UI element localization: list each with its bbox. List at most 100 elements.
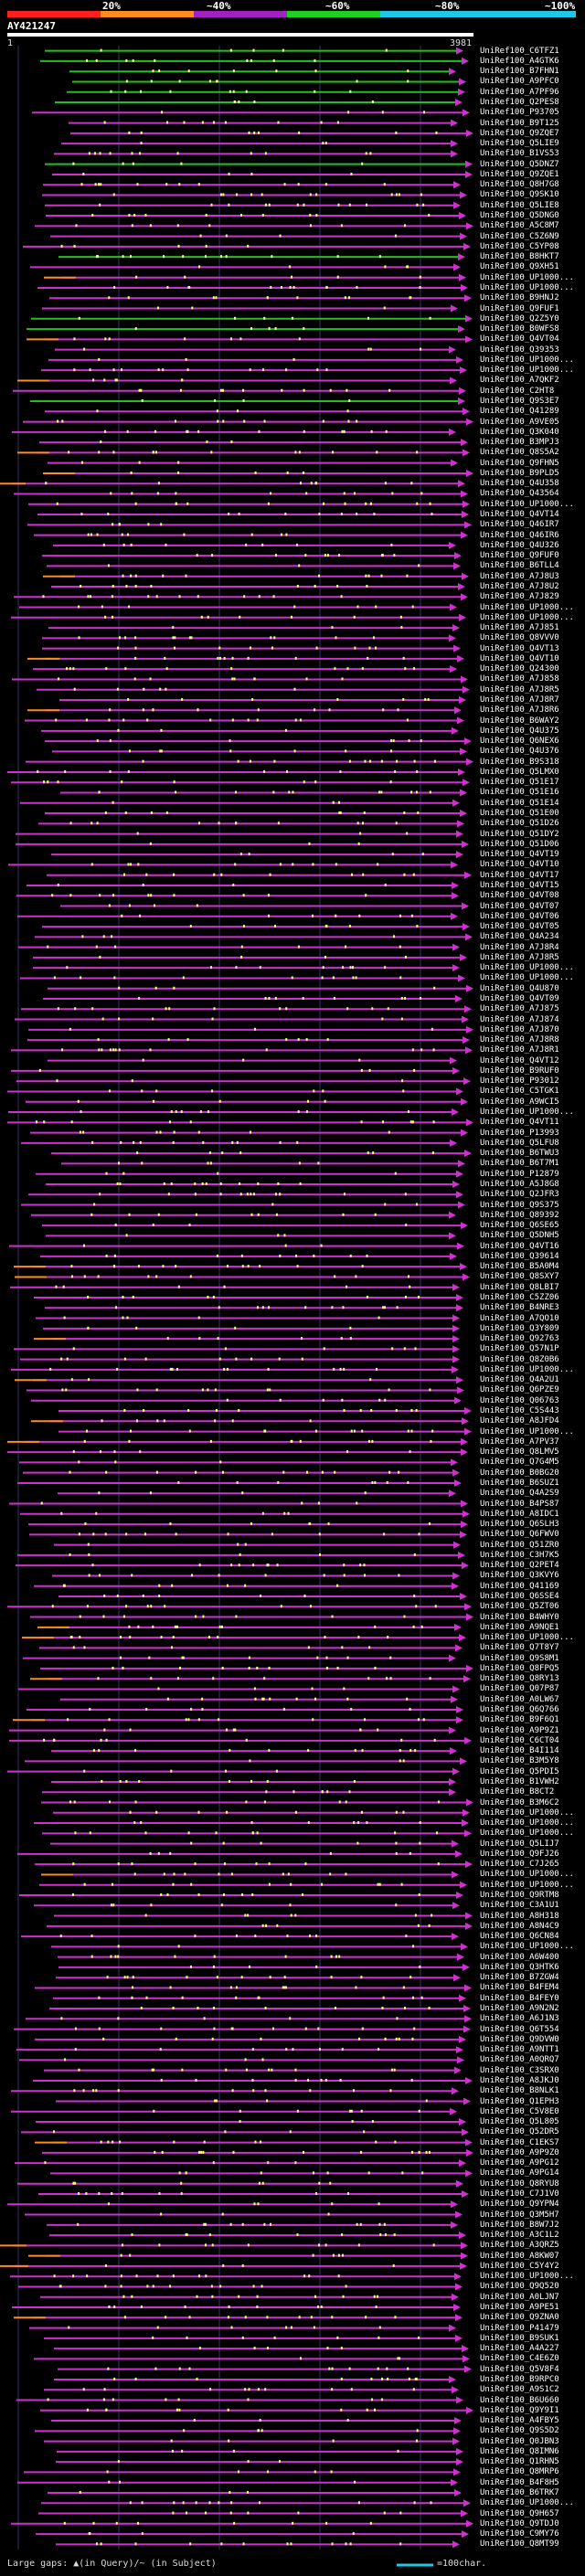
alignment-row[interactable] — [37, 283, 468, 292]
hit-label[interactable]: UniRef100_Q6PZE9 — [480, 1385, 559, 1395]
hit-label[interactable]: UniRef100_Q6SLH3 — [480, 1520, 559, 1530]
alignment-row[interactable] — [47, 1922, 473, 1930]
hit-label[interactable]: UniRef100_Q9FHN5 — [480, 458, 559, 468]
alignment-row[interactable] — [27, 521, 472, 529]
hit-label[interactable]: UniRef100_B8CT2 — [480, 1787, 555, 1797]
alignment-row[interactable] — [7, 1603, 472, 1611]
hit-label[interactable]: UniRef100_A4GTK6 — [480, 56, 559, 66]
hit-label[interactable]: UniRef100_Q41169 — [480, 1581, 559, 1591]
hit-label[interactable]: UniRef100_Q46IR6 — [480, 530, 559, 540]
hit-label[interactable]: UniRef100_UP1000... — [480, 272, 574, 282]
alignment-row[interactable] — [34, 1819, 469, 1828]
hit-label[interactable]: UniRef100_Q9ZNA0 — [480, 2313, 559, 2323]
hit-label[interactable]: UniRef100_Q4VT06 — [480, 911, 559, 921]
alignment-row[interactable] — [24, 2468, 461, 2476]
hit-label[interactable]: UniRef100_B4WHY0 — [480, 1612, 559, 1622]
hit-label[interactable]: UniRef100_Q9FJ26 — [480, 1849, 559, 1859]
alignment-row[interactable] — [37, 511, 469, 519]
alignment-row[interactable] — [34, 1582, 459, 1590]
alignment-row[interactable] — [30, 1129, 468, 1137]
hit-label[interactable]: UniRef100_Q4VT04 — [480, 334, 559, 345]
hit-label[interactable]: UniRef100_B4PS87 — [480, 1499, 559, 1509]
hit-label[interactable]: UniRef100_UP1000... — [480, 1942, 574, 1952]
alignment-row[interactable] — [21, 1201, 465, 1209]
hit-label[interactable]: UniRef100_UP1000... — [480, 1426, 574, 1436]
alignment-row[interactable] — [31, 314, 473, 323]
hit-label[interactable]: UniRef100_A8H318 — [480, 1911, 559, 1921]
hit-label[interactable]: UniRef100_Q4VT13 — [480, 643, 559, 653]
alignment-row[interactable] — [7, 1448, 468, 1457]
alignment-row[interactable] — [11, 613, 466, 621]
hit-label[interactable]: UniRef100_A9P9Z0 — [480, 2147, 559, 2157]
alignment-row[interactable] — [69, 68, 456, 76]
alignment-row[interactable] — [56, 2097, 471, 2105]
hit-label[interactable]: UniRef100_B9SUK1 — [480, 2333, 559, 2343]
hit-label[interactable]: UniRef100_B9F6Q1 — [480, 1715, 559, 1725]
alignment-row[interactable] — [52, 747, 467, 756]
alignment-row[interactable] — [48, 984, 473, 992]
alignment-row[interactable] — [9, 1242, 464, 1250]
hit-label[interactable]: UniRef100_Q6T554 — [480, 2024, 559, 2034]
alignment-row[interactable] — [11, 1066, 460, 1075]
alignment-row[interactable] — [33, 2076, 473, 2084]
alignment-row[interactable] — [44, 2386, 459, 2394]
hit-label[interactable]: UniRef100_A7J874 — [480, 1014, 559, 1024]
alignment-row[interactable] — [61, 1160, 465, 1168]
hit-label[interactable]: UniRef100_A7J8R5 — [480, 952, 559, 962]
alignment-row[interactable] — [45, 810, 467, 818]
hit-label[interactable]: UniRef100_Q8FPQ5 — [480, 1663, 559, 1673]
hit-label[interactable]: UniRef100_Q7G4M5 — [480, 1458, 559, 1468]
alignment-row[interactable] — [51, 1150, 472, 1158]
hit-label[interactable]: UniRef100_C5TGK1 — [480, 1087, 559, 1097]
alignment-row[interactable] — [16, 830, 463, 838]
hit-label[interactable]: UniRef100_A9WCI5 — [480, 1097, 559, 1107]
alignment-row[interactable] — [7, 1437, 468, 1446]
alignment-row[interactable] — [50, 2169, 473, 2178]
alignment-row[interactable] — [27, 1706, 463, 1714]
hit-label[interactable]: UniRef100_Q41289 — [480, 407, 559, 417]
alignment-row[interactable] — [35, 2427, 461, 2435]
alignment-row[interactable] — [8, 1108, 459, 1117]
alignment-row[interactable] — [43, 572, 469, 580]
hit-label[interactable]: UniRef100_UP1000... — [480, 1880, 574, 1890]
hit-label[interactable]: UniRef100_C6TFZ1 — [480, 46, 559, 56]
hit-label[interactable]: UniRef100_UP1000... — [480, 963, 574, 973]
alignment-row[interactable] — [28, 1191, 463, 1199]
alignment-row[interactable] — [54, 1912, 473, 1920]
alignment-row[interactable] — [43, 469, 473, 477]
alignment-row[interactable] — [18, 943, 460, 951]
hit-label[interactable]: UniRef100_B6TRK7 — [480, 2487, 559, 2497]
hit-label[interactable]: UniRef100_Q6SE65 — [480, 1221, 559, 1231]
alignment-row[interactable] — [39, 439, 468, 447]
alignment-row[interactable] — [19, 1891, 463, 1899]
hit-label[interactable]: UniRef100_Q3M5H7 — [480, 2210, 559, 2220]
hit-label[interactable]: UniRef100_Q8VVV0 — [480, 633, 559, 643]
hit-label[interactable]: UniRef100_C7J265 — [480, 1860, 559, 1870]
alignment-row[interactable] — [42, 1788, 456, 1797]
hit-label[interactable]: UniRef100_Q4A2S9 — [480, 1489, 559, 1499]
alignment-row[interactable] — [46, 212, 466, 220]
hit-label[interactable]: UniRef100_Q6SSE4 — [480, 1591, 559, 1601]
hit-label[interactable]: UniRef100_B3MPJ3 — [480, 438, 559, 448]
alignment-row[interactable] — [21, 1933, 459, 1941]
alignment-row[interactable] — [42, 644, 461, 652]
alignment-row[interactable] — [28, 2252, 468, 2260]
alignment-row[interactable] — [31, 1211, 456, 1219]
hit-label[interactable]: UniRef100_Q9DVW0 — [480, 2034, 559, 2044]
hit-label[interactable]: UniRef100_B7ZGW4 — [480, 1973, 559, 1983]
hit-label[interactable]: UniRef100_A4FBY5 — [480, 2416, 559, 2426]
alignment-row[interactable] — [42, 634, 456, 642]
alignment-row[interactable] — [42, 923, 470, 931]
alignment-row[interactable] — [38, 820, 464, 828]
hit-label[interactable]: UniRef100_Q2JFR3 — [480, 1190, 559, 1200]
hit-label[interactable]: UniRef100_A9PG12 — [480, 2158, 559, 2168]
alignment-row[interactable] — [41, 726, 459, 735]
alignment-row[interactable] — [40, 2293, 459, 2301]
hit-label[interactable]: UniRef100_Q07P87 — [480, 1684, 559, 1694]
hit-label[interactable]: UniRef100_B1VS53 — [480, 149, 559, 159]
hit-label[interactable]: UniRef100_Q4VT17 — [480, 870, 559, 880]
alignment-row[interactable] — [60, 902, 469, 910]
alignment-row[interactable] — [40, 1664, 473, 1672]
alignment-row[interactable] — [51, 1777, 456, 1786]
alignment-row[interactable] — [21, 1005, 472, 1013]
